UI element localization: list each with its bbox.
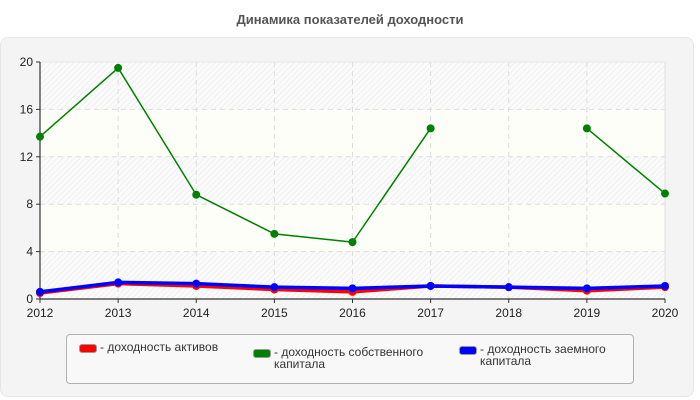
data-point[interactable] <box>192 190 201 199</box>
y-tick-label: 20 <box>20 55 34 69</box>
data-point[interactable] <box>114 63 123 72</box>
x-tick-label: 2020 <box>652 306 679 320</box>
data-point[interactable] <box>582 284 591 293</box>
chart-title: Динамика показателей доходности <box>236 12 464 27</box>
legend-swatch-blue <box>459 346 477 355</box>
grid-lines <box>40 61 666 299</box>
data-point[interactable] <box>426 281 435 290</box>
x-tick-label: 2012 <box>27 306 54 320</box>
data-point[interactable] <box>36 132 44 141</box>
data-series <box>36 63 669 298</box>
legend-item-assets: - доходность активов <box>79 341 218 353</box>
data-point[interactable] <box>426 124 435 133</box>
x-tick-label: 2016 <box>339 306 366 320</box>
y-tick-label: 0 <box>26 292 33 306</box>
axes <box>36 61 666 303</box>
legend-swatch-red <box>79 344 97 353</box>
data-point[interactable] <box>36 287 44 296</box>
data-point[interactable] <box>348 238 357 247</box>
data-point[interactable] <box>661 281 669 290</box>
y-tick-label: 4 <box>26 245 33 259</box>
legend-item-debt: - доходность заемного капитала <box>459 343 606 367</box>
x-tick-label: 2017 <box>417 306 444 320</box>
series-line <box>586 127 666 195</box>
y-tick-label: 8 <box>26 197 33 211</box>
data-point[interactable] <box>661 189 669 198</box>
data-point[interactable] <box>192 279 201 288</box>
data-point[interactable] <box>270 283 279 292</box>
x-tick-label: 2014 <box>183 306 210 320</box>
data-point[interactable] <box>348 284 357 293</box>
series-line <box>39 67 432 243</box>
data-point[interactable] <box>582 124 591 133</box>
x-tick-label: 2013 <box>105 306 132 320</box>
x-tick-label: 2015 <box>261 306 288 320</box>
data-point[interactable] <box>114 278 123 287</box>
y-tick-label: 12 <box>20 150 34 164</box>
x-tick-label: 2018 <box>495 306 522 320</box>
legend-item-equity: - доходность собственного капитала <box>253 346 423 370</box>
data-point[interactable] <box>270 229 279 238</box>
y-tick-label: 16 <box>20 102 34 116</box>
tick-labels: 0 4 8 12 16 20 2012 2013 2014 2015 2016 2017 2018 201… <box>20 55 679 320</box>
data-point[interactable] <box>504 283 513 292</box>
x-tick-label: 2019 <box>574 306 601 320</box>
legend-swatch-green <box>253 349 271 358</box>
legend: - доходность активов - доходность собств… <box>66 334 634 384</box>
